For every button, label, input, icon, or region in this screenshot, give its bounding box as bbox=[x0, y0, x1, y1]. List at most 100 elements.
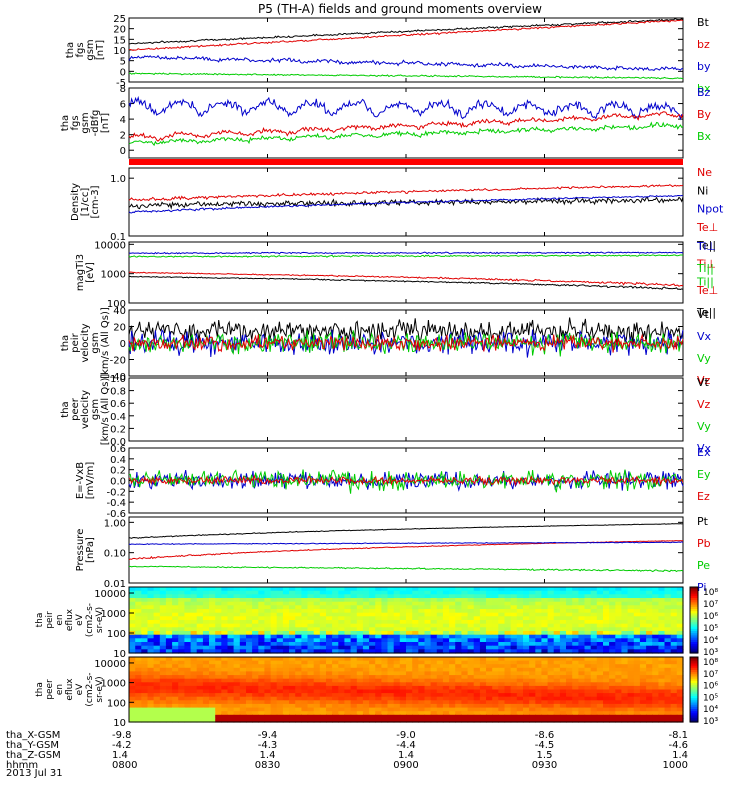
spectrogram-cell bbox=[572, 620, 579, 625]
spectrogram-cell bbox=[215, 700, 222, 705]
spectrogram-cell bbox=[412, 671, 419, 676]
spectrogram-cell bbox=[313, 590, 321, 595]
spectrogram-cell bbox=[270, 693, 278, 698]
spectrogram-cell bbox=[215, 642, 222, 647]
spectrogram-cell bbox=[424, 671, 432, 676]
spectrogram-cell bbox=[239, 642, 247, 647]
spectrogram-cell bbox=[178, 682, 185, 687]
spectrogram-cell bbox=[135, 660, 142, 665]
spectrogram-cell bbox=[418, 609, 426, 614]
spectrogram-cell bbox=[399, 685, 407, 691]
spectrogram-cell bbox=[135, 645, 142, 650]
y-tick-label: 2 bbox=[120, 131, 126, 142]
spectrogram-cell bbox=[627, 711, 635, 716]
spectrogram-cell bbox=[338, 645, 346, 650]
spectrogram-cell bbox=[652, 671, 659, 676]
spectrogram-cell bbox=[221, 590, 229, 595]
spectrogram-cell bbox=[295, 689, 302, 694]
series-bz-line bbox=[128, 95, 684, 121]
spectrogram-cell bbox=[295, 601, 302, 606]
spectrogram-cell bbox=[165, 660, 173, 665]
legend-entry: Vx bbox=[697, 330, 712, 343]
spectrogram-cell bbox=[289, 671, 296, 676]
spectrogram-cell bbox=[566, 664, 573, 669]
spectrogram-cell bbox=[609, 627, 616, 632]
spectrogram-cell bbox=[504, 605, 512, 610]
spectrogram-cell bbox=[615, 605, 623, 610]
spectrogram-cell bbox=[393, 642, 401, 647]
spectrogram-cell bbox=[529, 675, 536, 680]
spectrogram-cell bbox=[590, 657, 598, 662]
spectrogram-cell bbox=[165, 645, 173, 650]
spectrogram-cell bbox=[652, 634, 659, 639]
spectrogram-cell bbox=[492, 590, 499, 595]
spectrogram-cell bbox=[412, 638, 419, 643]
spectrogram-cell bbox=[307, 718, 315, 723]
spectrogram-cell bbox=[412, 634, 419, 639]
spectrogram-cell bbox=[590, 634, 598, 639]
spectrogram-cell bbox=[670, 642, 678, 647]
spectrogram-cell bbox=[676, 664, 684, 669]
spectrogram-cell bbox=[196, 631, 204, 636]
spectrogram-cell bbox=[215, 664, 222, 669]
spectrogram-cell bbox=[289, 685, 296, 691]
colorbar-segment bbox=[690, 593, 698, 597]
spectrogram-cell bbox=[178, 664, 185, 669]
spectrogram-cell bbox=[424, 667, 432, 672]
spectrogram-cell bbox=[559, 634, 567, 639]
spectrogram-cell bbox=[264, 707, 272, 712]
spectrogram-cell bbox=[473, 627, 481, 632]
spectrogram-cell bbox=[227, 634, 235, 639]
spectrogram-cell bbox=[584, 616, 592, 621]
spectrogram-cell bbox=[572, 601, 579, 606]
ephemeris-value: 1.4 bbox=[398, 750, 414, 761]
spectrogram-cell bbox=[553, 631, 561, 636]
colorbar-segment bbox=[690, 683, 698, 686]
spectrogram-cell bbox=[258, 682, 266, 687]
spectrogram-cell bbox=[362, 601, 370, 606]
spectrogram-cell bbox=[202, 642, 210, 647]
spectrogram-cell bbox=[547, 660, 555, 665]
spectrogram-cell bbox=[141, 689, 149, 694]
spectrogram-cell bbox=[356, 675, 364, 680]
spectrogram-cell bbox=[621, 664, 629, 669]
spectrogram-cell bbox=[332, 689, 339, 694]
spectrogram-cell bbox=[196, 609, 204, 614]
spectrogram-cell bbox=[252, 682, 259, 687]
spectrogram-cell bbox=[473, 616, 481, 621]
spectrogram-cell bbox=[584, 642, 592, 647]
spectrogram-cell bbox=[196, 623, 204, 628]
spectrogram-cell bbox=[541, 700, 549, 705]
spectrogram-cell bbox=[313, 675, 321, 680]
spectrogram-cell bbox=[406, 689, 413, 694]
spectrogram-cell bbox=[486, 689, 493, 694]
spectrogram-cell bbox=[633, 685, 641, 691]
spectrogram-cell bbox=[510, 657, 518, 662]
spectrogram-cell bbox=[455, 623, 462, 628]
spectrogram-cell bbox=[535, 627, 543, 632]
spectrogram-cell bbox=[159, 707, 167, 712]
spectrogram-cell bbox=[406, 638, 413, 643]
spectrogram-cell bbox=[289, 631, 296, 636]
spectrogram-cell bbox=[535, 623, 543, 628]
spectrogram-cell bbox=[442, 634, 450, 639]
spectrogram-cell bbox=[356, 664, 364, 669]
colorbar-segment bbox=[690, 589, 698, 592]
spectrogram-cell bbox=[566, 634, 573, 639]
spectrogram-cell bbox=[566, 623, 573, 628]
spectrogram-cell bbox=[393, 700, 401, 705]
colorbar-segment bbox=[690, 717, 698, 721]
spectrogram-cell bbox=[639, 675, 647, 680]
spectrogram-cell bbox=[516, 590, 524, 595]
spectrogram-cell bbox=[141, 649, 149, 654]
spectrogram-cell bbox=[535, 616, 543, 621]
spectrogram-cell bbox=[209, 631, 216, 636]
spectrogram-cell bbox=[621, 682, 629, 687]
spectrogram-cell bbox=[362, 696, 370, 701]
spectrogram-cell bbox=[387, 685, 395, 691]
spectrogram-cell bbox=[584, 657, 592, 662]
spectrogram-cell bbox=[289, 693, 296, 698]
spectrogram-cell bbox=[227, 700, 235, 705]
spectrogram-cell bbox=[633, 627, 641, 632]
spectrogram-cell bbox=[596, 671, 604, 676]
